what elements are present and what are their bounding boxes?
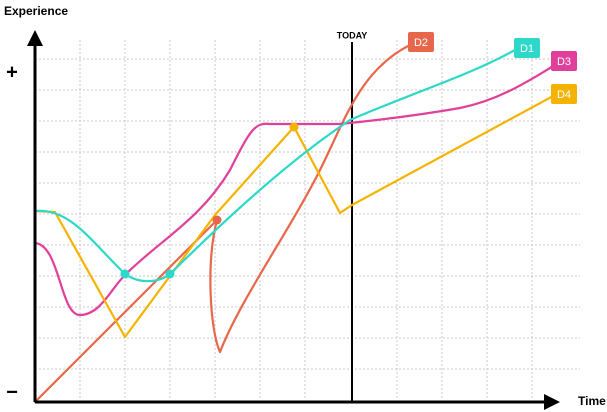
tag-box bbox=[408, 32, 434, 52]
point bbox=[165, 269, 175, 279]
x-axis-label: Time bbox=[578, 394, 606, 408]
curve-d4 bbox=[33, 93, 557, 339]
point bbox=[289, 122, 299, 132]
tag-box bbox=[514, 38, 540, 58]
curve-d2 bbox=[33, 43, 412, 404]
point bbox=[120, 269, 130, 279]
today-label: TODAY bbox=[337, 30, 368, 40]
point bbox=[212, 215, 222, 225]
plus-sign: + bbox=[6, 61, 18, 83]
tag-box bbox=[551, 84, 577, 104]
curve-label: D4 bbox=[557, 89, 571, 101]
curve-label: D2 bbox=[414, 37, 428, 49]
tag-box bbox=[551, 51, 577, 71]
x-arrow bbox=[544, 394, 560, 410]
curve-d3 bbox=[33, 63, 557, 317]
grid bbox=[35, 40, 580, 400]
y-arrow bbox=[27, 30, 43, 46]
y-axis-label: Experience bbox=[4, 4, 68, 18]
curve-label: D1 bbox=[520, 43, 534, 55]
minus-sign: − bbox=[6, 381, 18, 403]
curve-d1 bbox=[33, 48, 517, 283]
curve-label: D3 bbox=[557, 56, 571, 68]
